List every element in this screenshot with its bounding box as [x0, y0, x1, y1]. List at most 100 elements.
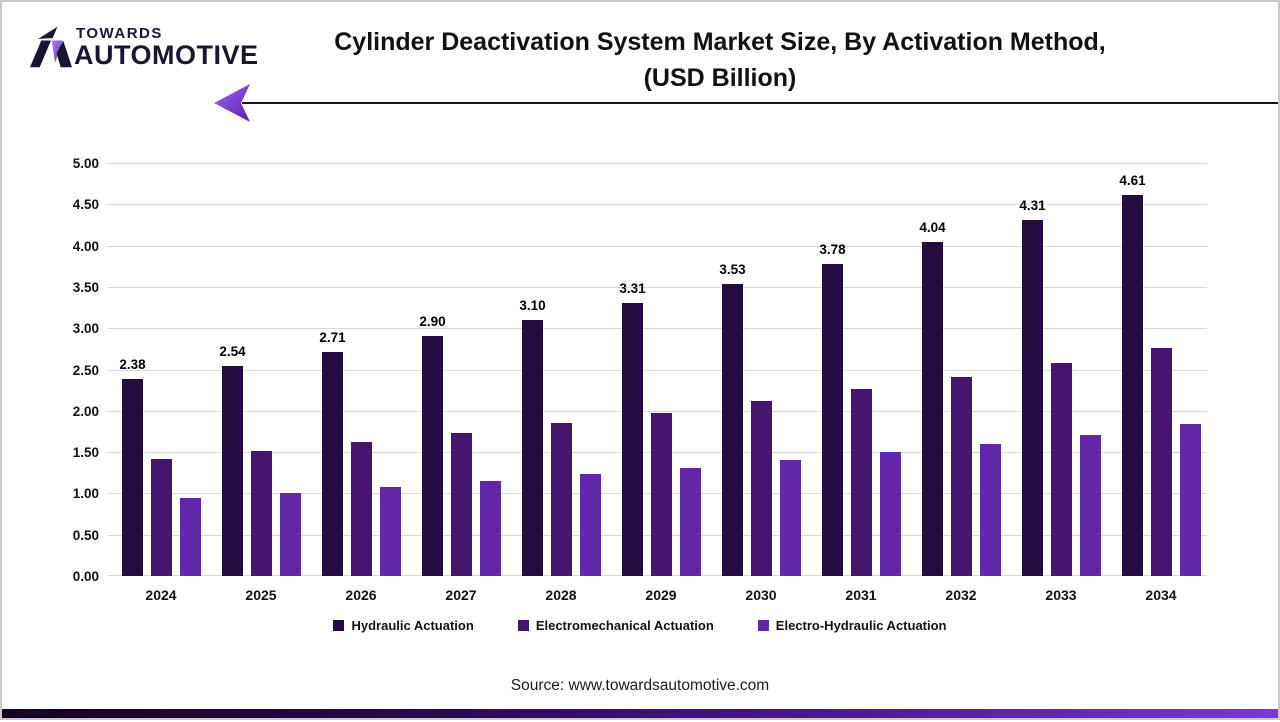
x-axis-tick-label: 2033 — [1045, 587, 1077, 603]
chart-title-line2: (USD Billion) — [643, 64, 797, 92]
bar — [822, 263, 843, 576]
bar — [122, 379, 143, 576]
x-axis-tick-label: 2030 — [745, 587, 777, 603]
bar — [580, 474, 601, 576]
y-axis-tick-label: 2.50 — [72, 362, 99, 378]
x-axis-tick-label: 2027 — [445, 587, 477, 603]
y-axis-tick-label: 1.50 — [72, 445, 99, 461]
gridline — [107, 410, 1207, 412]
bar — [222, 366, 243, 576]
gridline — [107, 245, 1207, 247]
bar-value-label: 2.54 — [219, 344, 246, 360]
x-axis-tick-label: 2026 — [345, 587, 377, 603]
legend-label: Electro-Hydraulic Actuation — [775, 618, 947, 633]
brand-line1: TOWARDS — [76, 25, 163, 42]
bar-value-label: 3.10 — [519, 297, 546, 313]
bar-value-label: 2.38 — [119, 357, 146, 373]
x-axis-tick-label: 2029 — [645, 587, 677, 603]
bar — [380, 486, 401, 576]
x-axis-tick-label: 2031 — [845, 587, 877, 603]
x-axis-tick-label: 2028 — [545, 587, 577, 603]
bar — [980, 443, 1001, 576]
gridline — [107, 163, 1207, 164]
legend-label: Electromechanical Actuation — [535, 618, 714, 633]
gridline — [107, 328, 1207, 330]
bar — [422, 336, 443, 576]
plot-area: 2.38 2.54 2.71 2.90 3.10 3.31 3.53 3.78 4.04 4.31… — [107, 163, 1207, 576]
y-axis-tick-label: 5.00 — [72, 156, 99, 171]
legend-item: Hydraulic Actuation — [333, 618, 474, 633]
y-axis-tick-label: 0.00 — [72, 569, 99, 584]
x-axis-tick-label: 2024 — [145, 587, 177, 603]
bar — [651, 413, 672, 576]
bottom-gradient-band — [2, 709, 1278, 718]
bar — [851, 388, 872, 576]
y-axis-tick-label: 3.50 — [72, 279, 99, 295]
legend-item: Electromechanical Actuation — [517, 618, 714, 633]
bar — [680, 467, 701, 576]
gridline — [107, 204, 1207, 206]
bar — [480, 481, 501, 576]
bar-value-label: 4.04 — [919, 220, 946, 236]
chart-title-line1: Cylinder Deactivation System Market Size… — [334, 28, 1106, 56]
left-arrow-icon — [214, 84, 250, 122]
bar — [180, 497, 201, 576]
bar-value-label: 2.90 — [419, 314, 446, 330]
y-axis-tick-label: 1.00 — [72, 486, 99, 502]
bar — [1051, 362, 1072, 576]
bar-value-label: 3.53 — [719, 262, 746, 278]
bar — [751, 400, 772, 576]
bar — [522, 319, 543, 576]
y-axis-tick-label: 4.00 — [72, 238, 99, 254]
legend-item: Electro-Hydraulic Actuation — [757, 618, 947, 633]
bar-value-label: 4.61 — [1119, 173, 1146, 189]
x-axis-tick-label: 2025 — [245, 587, 277, 603]
header-divider-line — [242, 102, 1278, 104]
y-axis-tick-label: 2.00 — [72, 403, 99, 419]
bar — [1151, 348, 1172, 576]
x-axis: 2024 2025 2026 2027 2028 2029 2030 2031 2032 2033… — [107, 587, 1207, 609]
legend-swatch-icon — [333, 620, 345, 631]
x-axis-tick-label: 2034 — [1145, 587, 1177, 603]
bar — [151, 458, 172, 576]
bar — [280, 492, 301, 576]
chart-legend: Hydraulic Actuation Electromechanical Act… — [2, 618, 1278, 633]
bar — [351, 442, 372, 576]
bar — [951, 376, 972, 576]
y-axis: 0.00 0.50 1.00 1.50 2.00 2.50 3.00 3.50 4.00 4.50… — [50, 156, 99, 584]
legend-swatch-icon — [757, 620, 769, 631]
bar — [880, 452, 901, 576]
brand-line2: AUTOMOTIVE — [74, 40, 259, 70]
source-text: Source: www.towardsautomotive.com — [510, 677, 770, 694]
legend-label: Hydraulic Actuation — [351, 618, 474, 633]
y-axis-tick-label: 0.50 — [72, 527, 99, 543]
y-axis-tick-label: 3.00 — [72, 321, 99, 337]
gridline — [107, 286, 1207, 288]
gridline — [107, 369, 1207, 371]
brand-wordmark: TOWARDS AUTOMOTIVE — [74, 22, 259, 71]
bar — [1122, 195, 1143, 576]
brand-a-mark-icon — [30, 26, 72, 68]
brand-logo: TOWARDS AUTOMOTIVE — [30, 22, 259, 72]
bar — [1080, 434, 1101, 576]
bar-value-label: 2.71 — [319, 330, 346, 346]
bar — [451, 433, 472, 576]
x-axis-tick-label: 2032 — [945, 587, 977, 603]
bar-value-label: 3.78 — [819, 241, 846, 257]
bar — [322, 352, 343, 576]
bar-value-label: 4.31 — [1019, 198, 1046, 213]
bar — [1022, 220, 1043, 576]
bar — [1180, 424, 1201, 576]
chart-title: Cylinder Deactivation System Market Size… — [237, 24, 1203, 96]
legend-swatch-icon — [517, 620, 529, 631]
bar — [251, 451, 272, 576]
bar-value-label: 3.31 — [619, 280, 646, 296]
bar — [551, 423, 572, 576]
bar — [622, 302, 643, 576]
bar — [722, 284, 743, 576]
bar — [780, 460, 801, 576]
bar — [922, 242, 943, 576]
y-axis-tick-label: 4.50 — [72, 197, 99, 213]
